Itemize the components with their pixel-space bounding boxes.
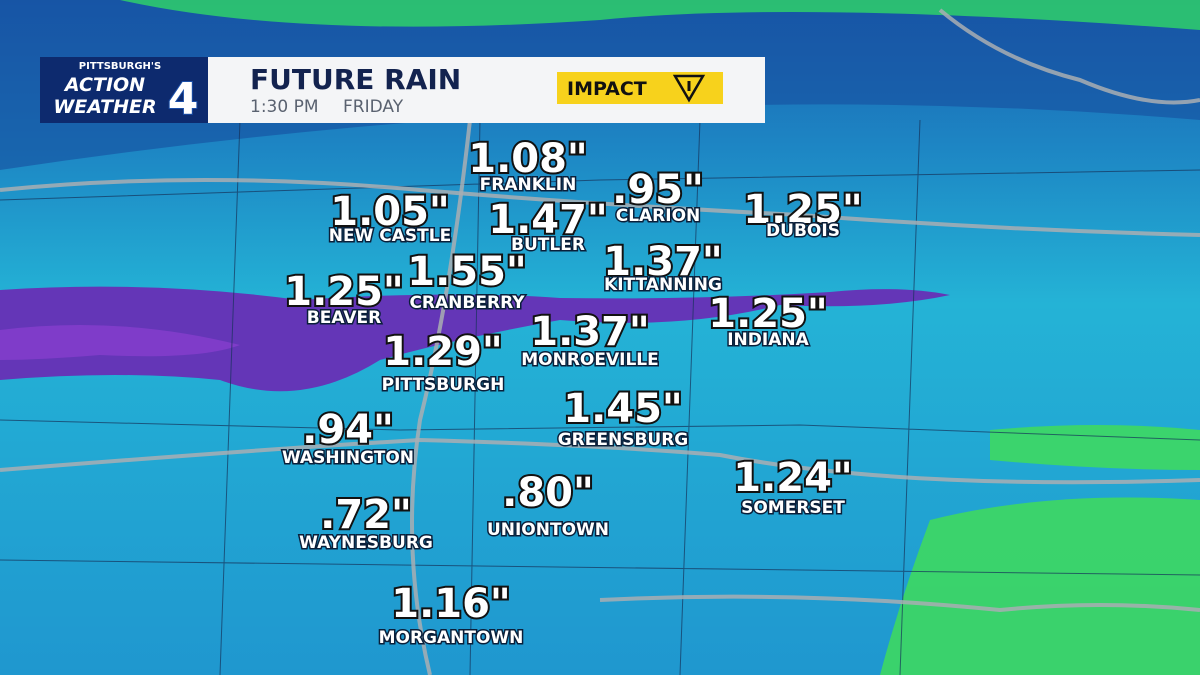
rain-labels: 1.08"FRANKLIN .95"CLARION 1.05"NEW CASTLE 1… <box>280 134 864 650</box>
rain-amount: 1.29" <box>383 329 503 375</box>
logo-text: WEATHER <box>53 96 156 118</box>
county-lines <box>0 119 1200 675</box>
rain-amount: 1.45" <box>563 386 683 432</box>
warning-icon <box>687 81 691 91</box>
logo-text: ACTION <box>63 74 145 96</box>
city-name: INDIANA <box>727 330 809 350</box>
rain-amount: 1.37" <box>530 309 650 355</box>
city-name: BEAVER <box>307 308 381 328</box>
rain-amount: .94" <box>302 407 394 453</box>
city-name: CRANBERRY <box>409 293 525 313</box>
city-name: WASHINGTON <box>282 448 414 468</box>
rain-amount: 1.25" <box>284 269 404 315</box>
header: PITTSBURGH'S ACTION WEATHER 4 FUTURE RAI… <box>40 57 765 126</box>
city-name: BUTLER <box>511 235 585 255</box>
heavy-rain-core <box>0 325 240 360</box>
city-name: FRANKLIN <box>480 175 577 195</box>
rain-amount: 1.24" <box>733 455 853 501</box>
highway <box>0 437 1200 485</box>
city-name: CLARION <box>616 206 701 226</box>
rain-amount: .72" <box>320 492 412 538</box>
day: FRIDAY <box>343 97 404 117</box>
light-rain-area <box>120 0 1200 30</box>
light-rain-area <box>880 497 1200 675</box>
rain-amount: 1.08" <box>468 136 588 182</box>
city-name: NEW CASTLE <box>329 226 451 246</box>
city-name: GREENSBURG <box>558 430 689 450</box>
badge-text: IMPACT <box>567 78 647 100</box>
city-name: DUBOIS <box>766 221 840 241</box>
logo-text: PITTSBURGH'S <box>79 61 161 72</box>
rain-amount: .80" <box>502 470 594 516</box>
city-name: MONROEVILLE <box>521 350 659 370</box>
logo-channel: 4 <box>168 74 199 125</box>
highway <box>0 178 1200 237</box>
city-name: KITTANNING <box>604 275 722 295</box>
city-name: UNIONTOWN <box>487 520 609 540</box>
highway <box>938 8 1200 105</box>
city-name: WAYNESBURG <box>299 533 433 553</box>
rain-amount: 1.37" <box>603 239 723 285</box>
rain-amount: 1.16" <box>391 581 511 627</box>
city-name: PITTSBURGH <box>382 375 505 395</box>
rain-amount: 1.25" <box>708 291 828 337</box>
logo-box <box>40 57 208 123</box>
light-rain-area <box>990 425 1200 470</box>
rain-amount: 1.25" <box>743 187 863 233</box>
rain-amount: .95" <box>612 167 704 213</box>
highway <box>599 594 1200 613</box>
city-name: SOMERSET <box>741 498 845 518</box>
rain-amount: 1.47" <box>488 197 608 243</box>
time: 1:30 PM <box>250 97 319 117</box>
highway <box>410 119 472 675</box>
title: FUTURE RAIN <box>250 63 461 96</box>
city-name: MORGANTOWN <box>379 628 524 648</box>
heavy-rain-band <box>0 286 950 392</box>
rain-amount: 1.05" <box>330 189 450 235</box>
rain-amount: 1.55" <box>407 249 527 295</box>
